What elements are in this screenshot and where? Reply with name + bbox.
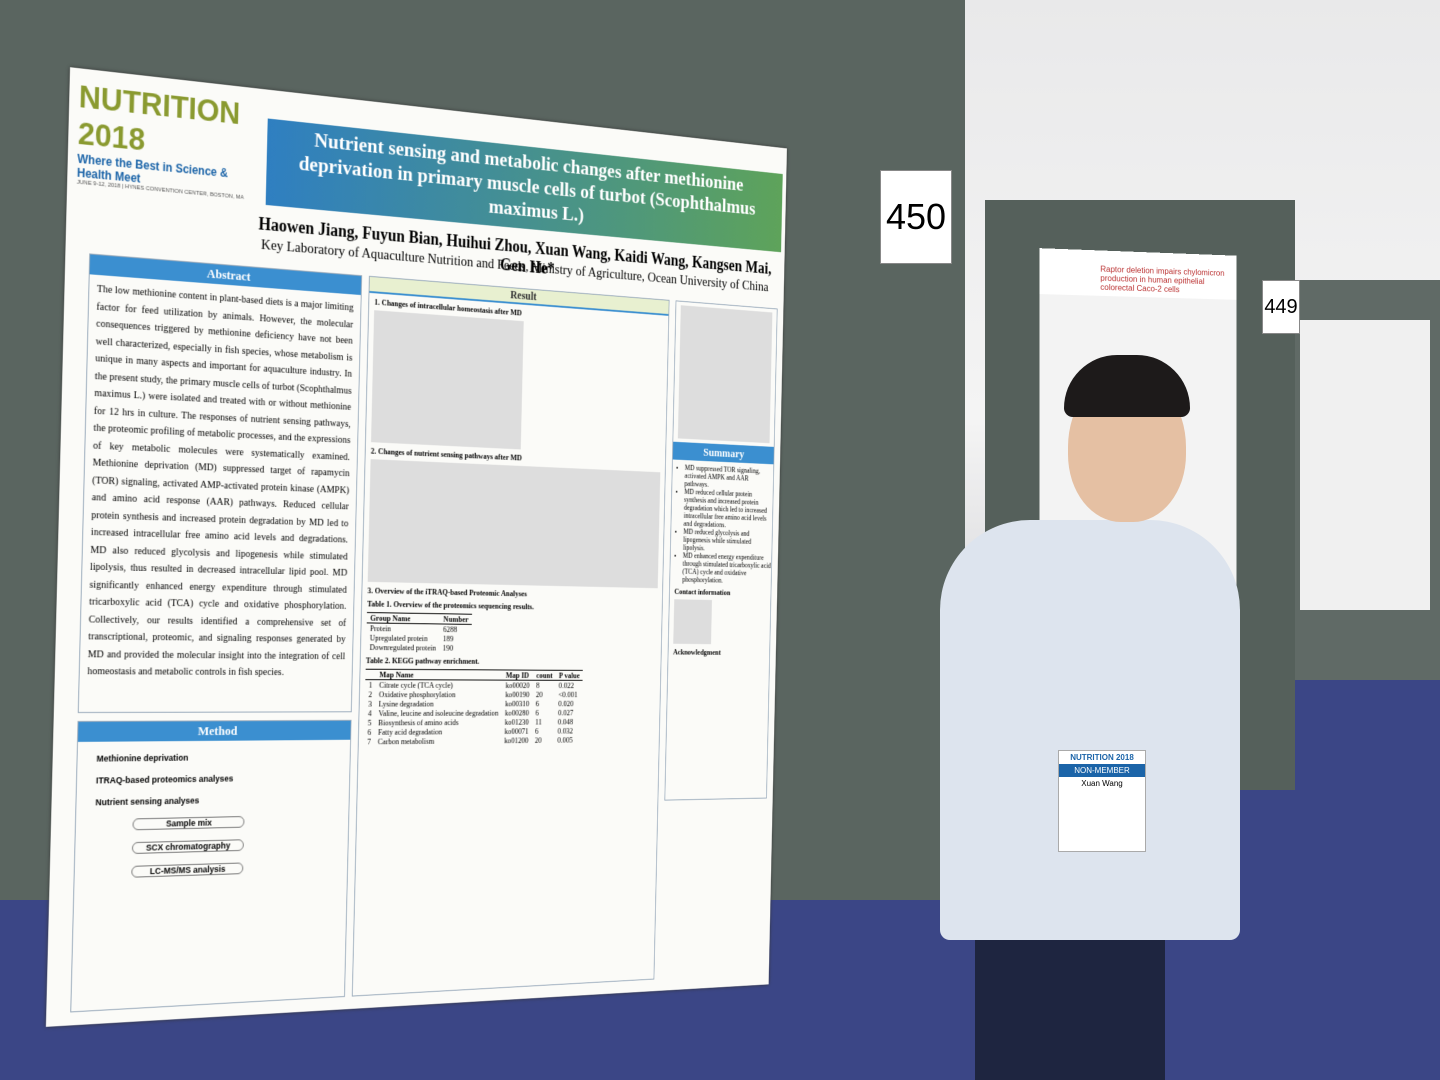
table-cell: ko00071 [504,726,529,736]
summary-list: MD suppressed TOR signaling, activated A… [670,463,773,585]
table-cell: 190 [442,643,454,653]
table-cell: 0.032 [557,726,573,736]
table-cell: Citrate cycle (TCA cycle) [379,680,453,690]
method-step: SCX chromatography [131,839,244,855]
table-cell: Downregulated protein [369,642,437,653]
table-cell: 6 [535,698,540,709]
table-cell: ko01230 [504,717,529,727]
table-cell: Oxidative phosphorylation [378,689,456,699]
method-step: ITRAQ-based proteomics analyses [95,773,234,786]
board-number: 450 [880,170,952,264]
table-row: Map Name Map ID count P value [365,669,584,681]
summary-panel: Summary MD suppressed TOR signaling, act… [664,300,778,801]
table-cell: count [532,670,556,681]
table-cell: 8 [535,680,540,690]
table-cell: 0.022 [558,680,575,690]
table-cell: 3 [368,698,372,709]
table-cell: ko00280 [504,708,530,718]
table-cell: 6 [535,708,539,718]
table-cell: P value [555,670,584,681]
figure [367,459,661,589]
table-1: Group Name Number Protein 6288 Upregulated p… [366,612,472,653]
summary-item: MD reduced cellular protein synthesis an… [683,488,772,531]
table-cell: ko00190 [505,689,530,699]
badge-event: NUTRITION 2018 [1070,753,1134,762]
table-cell: 189 [442,633,454,644]
person-hair [1064,355,1190,417]
table-row: 1 Citrate cycle (TCA cycle) ko00020 8 0.022 [365,680,583,690]
table-cell: 0.027 [557,708,574,718]
summary-item: MD reduced glycolysis and lipogenesis wh… [683,528,772,555]
method-steps: Methionine deprivation ITRAQ-based proteo… [75,751,350,879]
table-cell: Number [439,613,472,625]
table-cell: 0.005 [557,735,573,745]
contact-photo [673,599,712,645]
method-step: Methionine deprivation [96,752,189,764]
table-cell: <0.001 [558,689,578,699]
table-cell: Map Name [375,669,503,681]
abstract-text: The low methionine content in plant-base… [87,283,354,678]
result-panel: Result 1. Changes of intracellular homeo… [351,275,670,997]
table-row: Downregulated protein 190 [366,642,471,652]
table-cell: 20 [534,735,542,745]
table-cell: ko00310 [505,698,530,709]
table-cell: Group Name [366,612,441,624]
table-cell: Carbon metabolism [377,736,435,747]
abstract-panel: Abstract The low methionine content in p… [77,253,363,714]
table-cell: 2 [368,689,373,699]
method-panel: Method Methionine deprivation ITRAQ-based… [70,719,352,1013]
table-caption: Table 2. KEGG pathway enrichment. [365,655,480,666]
table-caption: Table 1. Overview of the proteomics sequ… [367,598,534,612]
figure [677,305,773,444]
table-cell: 4 [367,708,372,718]
table-row: 3 Lysine degradation ko00310 6 0.020 [365,699,583,708]
figure [371,310,524,450]
method-step: Nutrient sensing analyses [95,795,200,808]
method-step: LC-MS/MS analysis [131,862,244,878]
table-cell: ko00020 [505,680,530,690]
table-cell: 0.048 [557,717,574,727]
table-2: Map Name Map ID count P value 1 Citrate cycle… [364,669,584,747]
table-cell: 11 [535,717,542,727]
table-cell: Map ID [502,669,534,681]
person-shirt [940,520,1240,940]
result-section: 3. Overview of the iTRAQ-based Proteomic… [367,585,528,599]
name-badge: NUTRITION 2018 NON-MEMBER Xuan Wang [1058,750,1146,852]
table-row: 7 Carbon metabolism ko01200 20 0.005 [364,735,582,746]
summary-heading: Summary [672,441,774,465]
method-step: Sample mix [132,816,245,831]
summary-item: MD enhanced energy expenditure through s… [682,551,771,585]
board-number: 449 [1262,280,1300,334]
acknowledgment-heading: Acknowledgment [672,647,721,657]
table-cell: Valine, leucine and isoleucine degradati… [378,708,499,718]
table-cell: 20 [535,689,543,699]
table-cell: 6 [367,727,372,737]
poster: NUTRITION 2018 Where the Best in Science… [45,67,787,1027]
table-cell: 6 [534,726,539,736]
method-heading: Method [77,720,351,742]
table-cell: ko01200 [504,735,529,745]
contact-heading: Contact information [674,586,731,597]
table-cell: 6288 [443,624,458,634]
table-cell: 5 [367,717,372,728]
conference-logo: NUTRITION 2018 Where the Best in Science… [77,78,264,202]
table-cell: 7 [367,736,372,747]
badge-name: Xuan Wang [1081,779,1123,788]
third-poster [1300,320,1430,610]
table-row: 2 Oxidative phosphorylation ko00190 20 <0.00… [365,690,583,699]
table-cell [365,669,377,680]
neighbor-poster-title: Raptor deletion impairs chylomicron prod… [1039,248,1237,300]
table-cell: Lysine degradation [378,698,434,709]
conference-year: 2018 [77,114,146,158]
table-cell: 0.020 [558,698,574,709]
badge-type: NON-MEMBER [1059,764,1145,777]
table-cell: 1 [368,680,373,690]
